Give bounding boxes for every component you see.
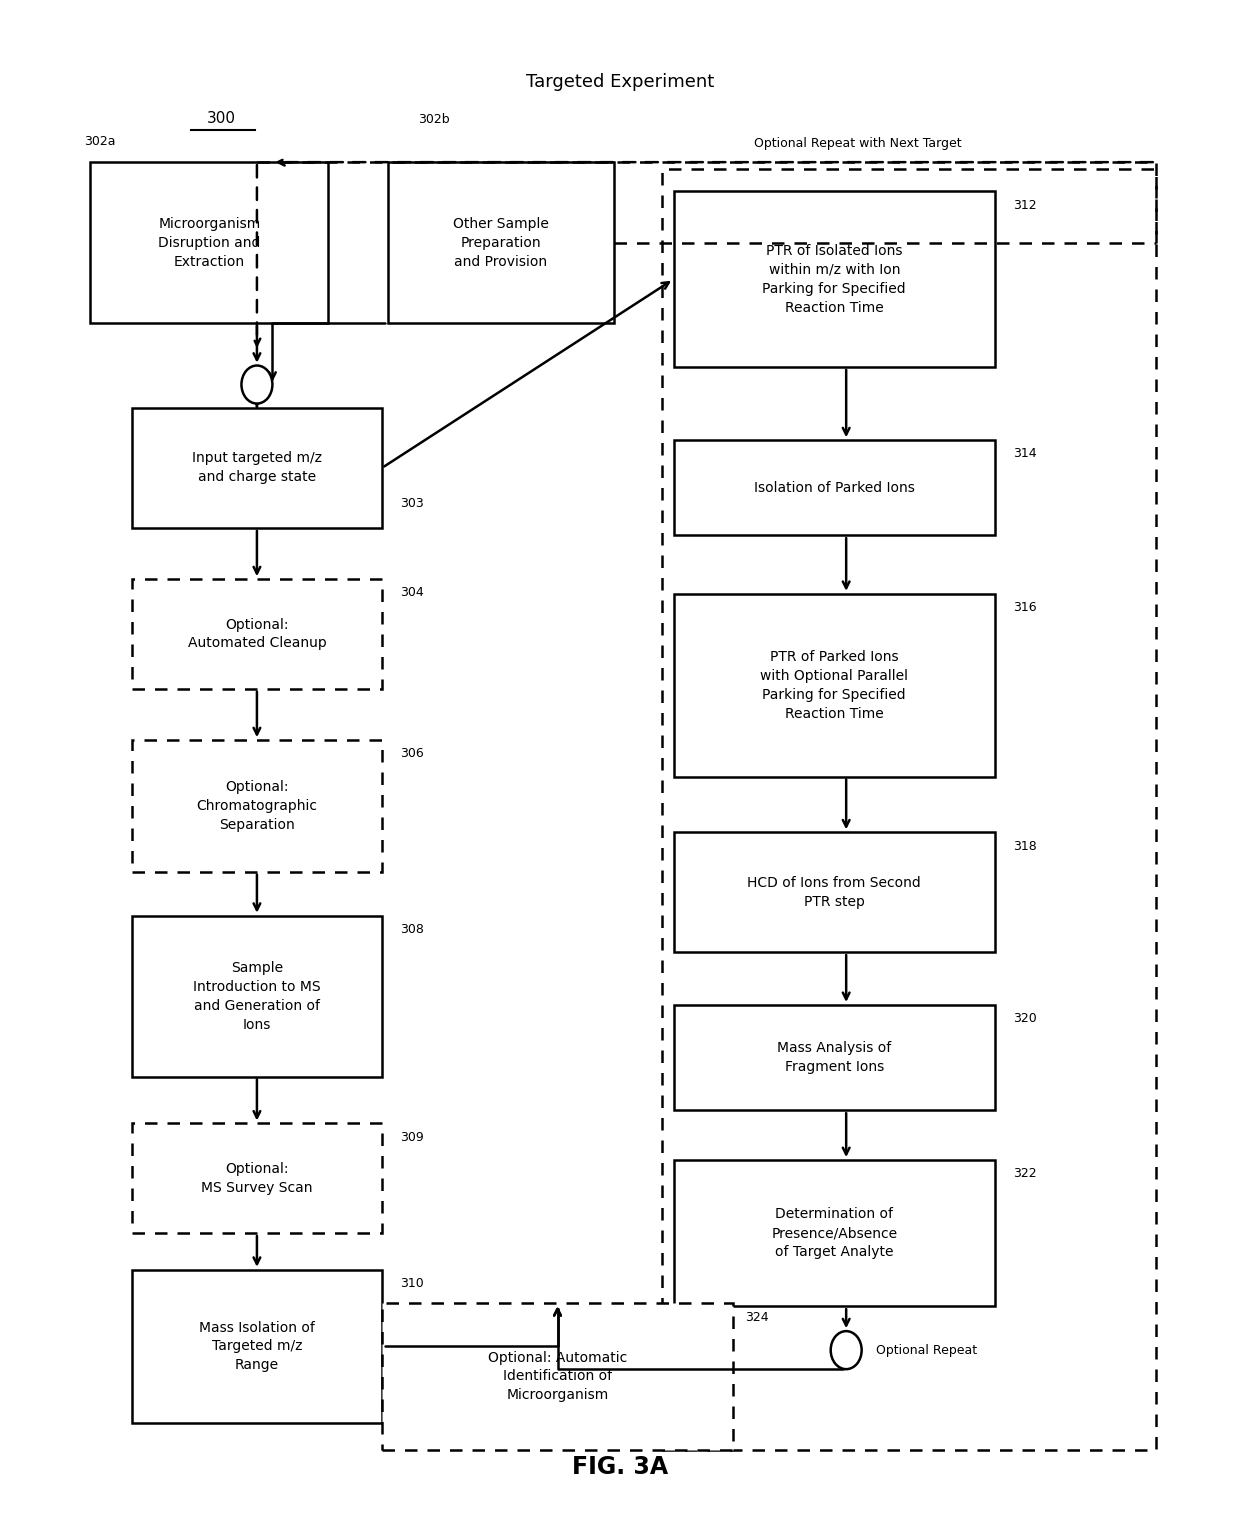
Text: FIG. 3A: FIG. 3A: [572, 1455, 668, 1478]
FancyBboxPatch shape: [673, 1160, 994, 1306]
Text: Targeted Experiment: Targeted Experiment: [526, 73, 714, 91]
Text: 310: 310: [399, 1277, 424, 1289]
Text: Optional: Automatic
Identification of
Microorganism: Optional: Automatic Identification of Mi…: [487, 1350, 627, 1402]
FancyBboxPatch shape: [662, 169, 1156, 1449]
Text: 320: 320: [1013, 1012, 1037, 1026]
Text: 308: 308: [399, 924, 424, 936]
Text: 303: 303: [399, 497, 424, 511]
FancyBboxPatch shape: [388, 162, 614, 323]
FancyBboxPatch shape: [673, 832, 994, 952]
FancyBboxPatch shape: [131, 741, 382, 872]
Text: Optional:
MS Survey Scan: Optional: MS Survey Scan: [201, 1161, 312, 1195]
FancyBboxPatch shape: [91, 162, 329, 323]
Text: Mass Isolation of
Targeted m/z
Range: Mass Isolation of Targeted m/z Range: [198, 1320, 315, 1373]
FancyBboxPatch shape: [131, 1269, 382, 1423]
FancyBboxPatch shape: [382, 1303, 733, 1449]
Circle shape: [242, 366, 273, 404]
Text: Optional:
Chromatographic
Separation: Optional: Chromatographic Separation: [196, 780, 317, 832]
FancyBboxPatch shape: [131, 1123, 382, 1233]
Text: 300: 300: [207, 111, 236, 126]
FancyBboxPatch shape: [673, 1004, 994, 1109]
FancyBboxPatch shape: [131, 916, 382, 1076]
Text: 302a: 302a: [84, 134, 115, 148]
Text: Isolation of Parked Ions: Isolation of Parked Ions: [754, 480, 915, 495]
Text: Optional Repeat with Next Target: Optional Repeat with Next Target: [754, 137, 962, 151]
FancyBboxPatch shape: [673, 192, 994, 367]
Text: 309: 309: [399, 1131, 424, 1143]
Text: Sample
Introduction to MS
and Generation of
Ions: Sample Introduction to MS and Generation…: [193, 960, 321, 1032]
Text: 304: 304: [399, 587, 424, 599]
Text: PTR of Parked Ions
with Optional Parallel
Parking for Specified
Reaction Time: PTR of Parked Ions with Optional Paralle…: [760, 649, 908, 721]
FancyBboxPatch shape: [673, 440, 994, 535]
Circle shape: [831, 1330, 862, 1369]
Text: 314: 314: [1013, 448, 1037, 460]
Text: Optional Repeat: Optional Repeat: [875, 1344, 977, 1356]
Text: PTR of Isolated Ions
within m/z with Ion
Parking for Specified
Reaction Time: PTR of Isolated Ions within m/z with Ion…: [763, 244, 906, 314]
FancyBboxPatch shape: [131, 579, 382, 689]
Text: Microorganism
Disruption and
Extraction: Microorganism Disruption and Extraction: [159, 216, 260, 268]
Text: 302b: 302b: [418, 113, 449, 125]
Text: Input targeted m/z
and charge state: Input targeted m/z and charge state: [192, 451, 322, 485]
Text: Optional:
Automated Cleanup: Optional: Automated Cleanup: [187, 617, 326, 651]
Text: 306: 306: [399, 747, 424, 760]
Text: 312: 312: [1013, 198, 1037, 212]
Text: 318: 318: [1013, 840, 1037, 852]
Text: 316: 316: [1013, 600, 1037, 614]
Text: 322: 322: [1013, 1167, 1037, 1180]
Text: Other Sample
Preparation
and Provision: Other Sample Preparation and Provision: [453, 216, 549, 268]
Text: 324: 324: [745, 1311, 769, 1324]
Text: Determination of
Presence/Absence
of Target Analyte: Determination of Presence/Absence of Tar…: [771, 1207, 898, 1259]
Text: HCD of Ions from Second
PTR step: HCD of Ions from Second PTR step: [748, 876, 921, 908]
FancyBboxPatch shape: [131, 408, 382, 527]
FancyBboxPatch shape: [673, 594, 994, 777]
Text: Mass Analysis of
Fragment Ions: Mass Analysis of Fragment Ions: [777, 1041, 892, 1074]
